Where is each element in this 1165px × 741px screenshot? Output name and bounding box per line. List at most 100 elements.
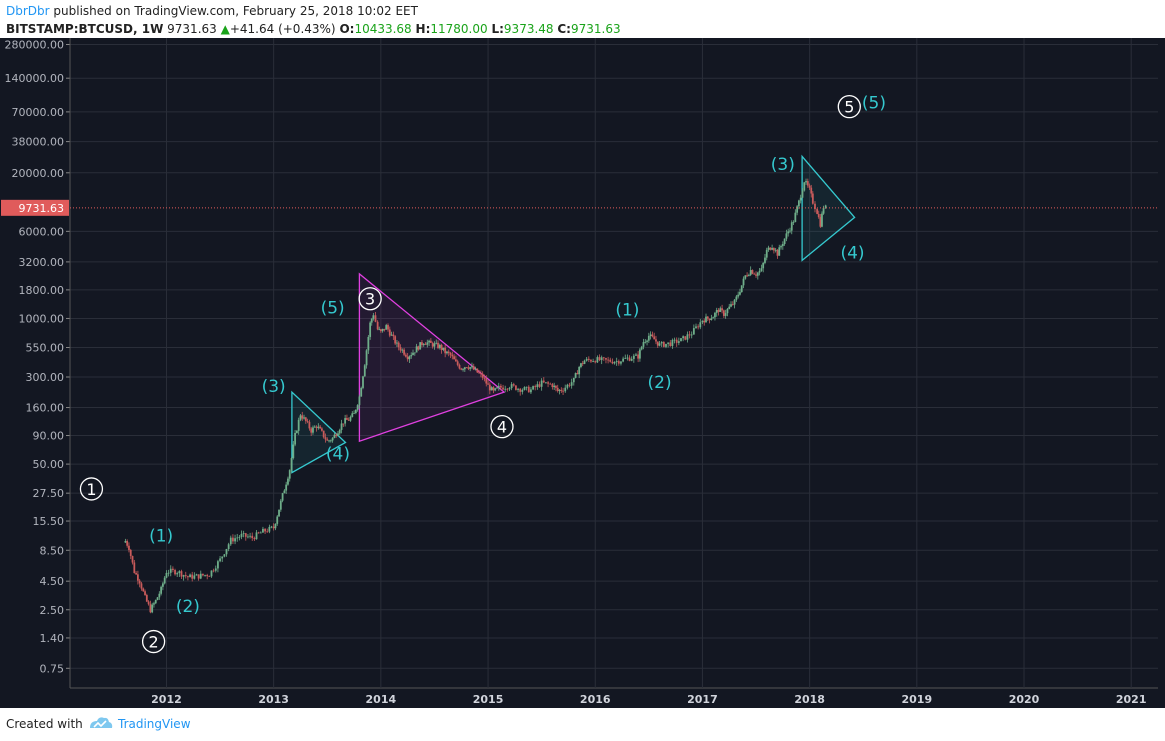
candle-body [540, 380, 543, 387]
candle-body [660, 341, 663, 344]
candle-body [806, 181, 809, 186]
x-tick-label: 2014 [366, 693, 397, 706]
y-tick-label: 90.00 [33, 430, 65, 443]
candle-body [353, 412, 355, 414]
candle-body [688, 334, 691, 336]
candle-body [536, 384, 539, 388]
candle-body [379, 329, 382, 332]
magenta-triangle [358, 272, 506, 443]
change-value: +41.64 (+0.43%) [229, 22, 336, 36]
x-tick-label: 2021 [1116, 693, 1147, 706]
y-tick-label: 15.50 [33, 515, 65, 528]
candle-body [611, 361, 614, 364]
candle-body [199, 573, 202, 579]
candle-body [346, 418, 348, 420]
y-tick-label: 0.75 [40, 662, 65, 675]
candle-body [365, 350, 368, 366]
candle-body [600, 357, 603, 361]
candle-body [138, 580, 141, 584]
candle-body [458, 364, 461, 369]
candle-body [583, 360, 586, 364]
candle-body [272, 526, 275, 529]
candle-body [259, 532, 262, 534]
last-price: 9731.63 [167, 22, 217, 36]
candle-body [655, 339, 657, 342]
candle-body [329, 440, 332, 442]
candle-body [699, 322, 702, 328]
candle-body [387, 325, 389, 330]
candle-body [354, 409, 357, 413]
x-tick-label: 2018 [794, 693, 825, 706]
published-text: published on TradingView.com, February 2… [53, 4, 418, 18]
candle-body [538, 384, 541, 387]
candle-body [342, 423, 345, 425]
candle-body [774, 249, 777, 251]
candle-body [816, 209, 819, 214]
candle-body [145, 594, 148, 602]
candle-body [637, 354, 640, 359]
author-link[interactable]: DbrDbr [6, 4, 50, 18]
candle-body [278, 509, 280, 517]
candle-body [799, 197, 802, 201]
candle-body [456, 361, 459, 365]
candle-body [158, 593, 161, 598]
candle-body [367, 336, 370, 351]
candle-body [338, 429, 341, 434]
candle-body [767, 247, 770, 250]
open-label: O: [339, 22, 355, 36]
candle-body [624, 358, 627, 359]
candle-body [497, 385, 500, 388]
candle-body [675, 339, 678, 343]
candle-body [381, 328, 384, 332]
candle-body [519, 388, 522, 392]
candle-body [294, 432, 297, 445]
candle-body [206, 574, 209, 577]
x-tick-label: 2016 [580, 693, 611, 706]
price-axis-background [0, 38, 70, 690]
candle-body [615, 361, 618, 362]
candle-body [824, 205, 827, 208]
candle-body [266, 531, 269, 533]
candle-body [647, 335, 650, 341]
candle-body [712, 317, 715, 319]
tradingview-logo-icon[interactable] [88, 715, 114, 731]
candle-body [276, 516, 279, 524]
candle-body [308, 421, 311, 429]
candle-body [412, 352, 414, 356]
candle-body [160, 586, 163, 594]
y-tick-label: 20000.00 [12, 167, 65, 180]
candle-body [808, 185, 811, 188]
candle-body [502, 387, 504, 390]
candle-body [494, 388, 497, 391]
candle-body [733, 299, 736, 305]
candle-body [360, 387, 363, 397]
candle-body [487, 383, 489, 385]
publish-line: DbrDbr published on TradingView.com, Feb… [6, 4, 418, 18]
wave-label: 4 [497, 418, 507, 437]
candle-body [219, 558, 221, 562]
candle-body [165, 572, 168, 578]
candle-body [594, 361, 597, 363]
candle-body [421, 342, 423, 345]
candle-body [789, 230, 791, 232]
y-tick-label: 160.00 [26, 402, 65, 415]
candle-body [144, 591, 146, 595]
tradingview-brand-link[interactable]: TradingView [118, 717, 191, 731]
candle-body [822, 207, 825, 214]
candle-body [592, 361, 594, 362]
wave-label-circle [837, 94, 861, 119]
candle-body [435, 342, 438, 344]
candle-body [778, 247, 781, 256]
price-chart[interactable]: 0.75 1.40 2.50 4.50 8.50 15.50 27.50 50.00 90.00… [0, 38, 1165, 708]
wave-label: (4) [840, 243, 864, 263]
candle-body [590, 359, 592, 362]
candle-body [270, 526, 273, 528]
candle-body [319, 426, 322, 429]
candle-body [303, 417, 305, 419]
candle-body [274, 523, 277, 529]
candle-body [560, 389, 563, 391]
candle-body [191, 574, 194, 579]
candle-body [742, 278, 745, 286]
wave-label: (1) [615, 301, 639, 321]
candle-body [644, 341, 647, 343]
